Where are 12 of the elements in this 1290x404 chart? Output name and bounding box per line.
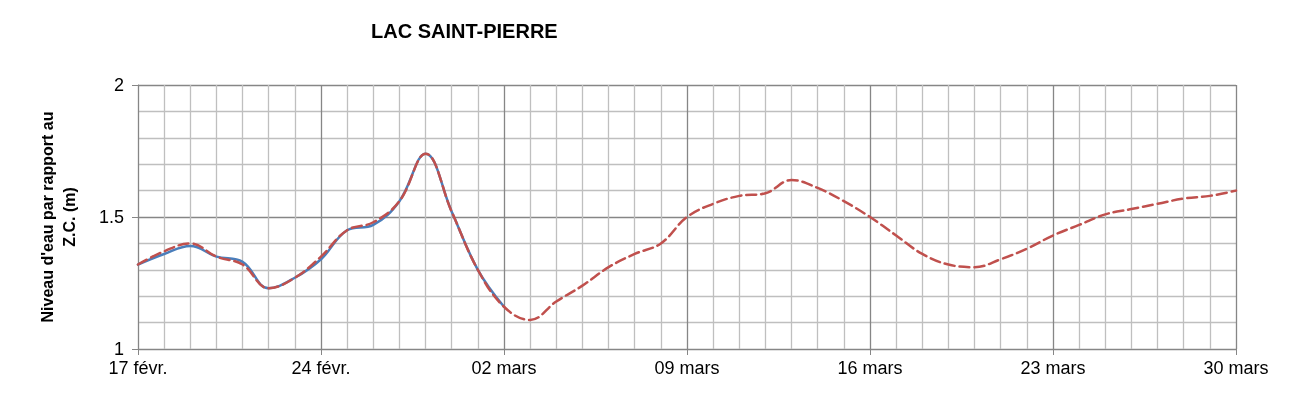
x-tick-label: 30 mars (1203, 358, 1269, 378)
y-axis-title: Niveau d'eau par rapport au Z.C. (m) (38, 111, 78, 323)
x-tick-label: 23 mars (1020, 358, 1086, 378)
x-tick-label: 02 mars (471, 358, 537, 378)
y-tick-label: 1.5 (98, 207, 124, 227)
y-tick-label: 1 (113, 339, 124, 359)
chart-title: LAC SAINT-PIERRE (371, 20, 558, 42)
y-tick-label: 2 (113, 75, 124, 95)
x-tick-label: 24 févr. (291, 358, 351, 378)
x-tick-label: 16 mars (837, 358, 903, 378)
x-tick-label: 17 févr. (108, 358, 168, 378)
x-tick-label: 09 mars (654, 358, 720, 378)
